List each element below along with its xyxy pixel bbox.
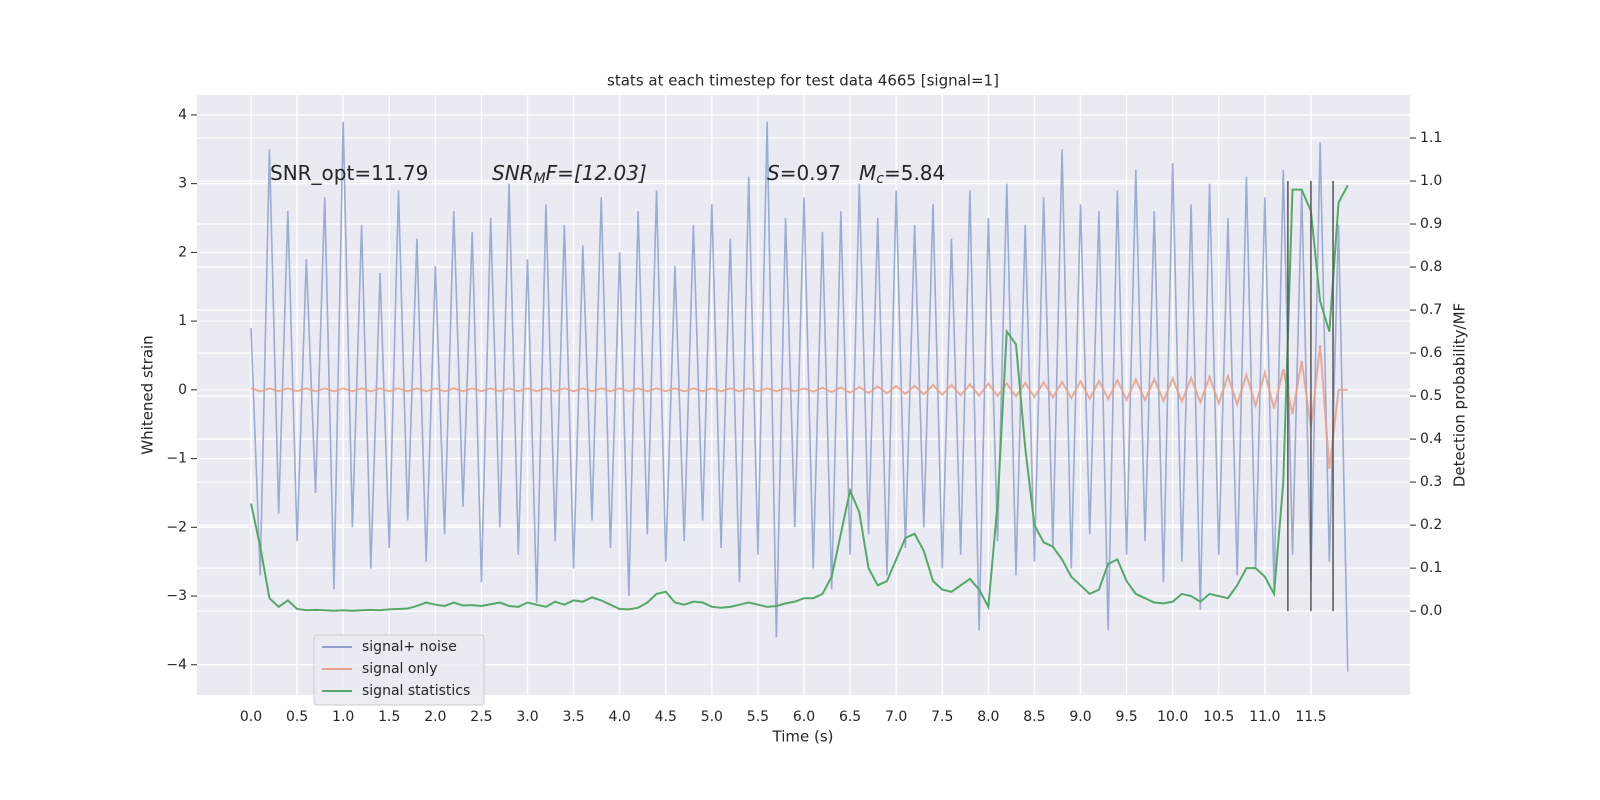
y2-tick-label: 0.1 [1420,560,1442,576]
annotation-part: M [534,171,546,187]
annotation: SNR_opt=11.79 [270,161,428,185]
x-tick-label: 9.0 [1069,709,1091,725]
annotation-part: c [876,171,884,187]
y2-tick-label: 1.0 [1420,173,1442,189]
x-tick-label: 0.0 [240,709,262,725]
y-tick-label: −2 [166,519,187,535]
y2-tick-label: 0.6 [1420,345,1442,361]
y-axis-label: Whitened strain [139,335,157,454]
legend-label: signal only [362,661,437,677]
x-tick-label: 8.5 [1023,709,1045,725]
annotation-part: S [767,161,780,185]
x-tick-label: 5.0 [701,709,723,725]
y-tick-label: −3 [166,588,187,604]
x-tick-label: 1.0 [332,709,354,725]
x-tick-label: 4.5 [655,709,677,725]
x-tick-label: 2.5 [470,709,492,725]
series-line [250,121,1349,672]
y2-tick-label: 0.5 [1420,388,1442,404]
x-tick-label: 8.0 [977,709,999,725]
x-tick-label: 11.0 [1249,709,1280,725]
x-tick-label: 4.0 [609,709,631,725]
y-tick-label: 3 [178,176,187,192]
annotation-part: =5.84 [884,161,945,185]
annotation-part: SNR_opt=11.79 [270,161,428,185]
x-tick-label: 6.5 [839,709,861,725]
y-tick-label: −4 [166,657,187,673]
x-tick-label: 7.0 [885,709,907,725]
y-tick-label: 0 [178,382,187,398]
x-tick-label: 11.5 [1295,709,1326,725]
x-tick-label: 3.0 [516,709,538,725]
x-tick-label: 10.0 [1157,709,1188,725]
y2-tick-label: 1.1 [1420,130,1442,146]
series-line [250,184,1349,612]
y2-axis-label: Detection probability/MF [1451,303,1469,487]
legend-label: signal+ noise [362,639,457,655]
y-tick-label: 4 [178,107,187,123]
annotation-part: SNR [492,161,534,185]
annotation: S=0.97 [767,161,841,185]
annotation: Mc=5.84 [859,161,945,188]
x-tick-label: 9.5 [1115,709,1137,725]
y2-tick-label: 0.4 [1420,431,1442,447]
annotation-part: F=[12.03] [546,161,647,185]
y2-tick-label: 0.9 [1420,216,1442,232]
x-tick-label: 5.5 [747,709,769,725]
x-tick-label: 7.5 [931,709,953,725]
x-tick-label: 3.5 [562,709,584,725]
y2-tick-label: 0.7 [1420,302,1442,318]
y-tick-label: 1 [178,313,187,329]
x-tick-label: 6.0 [793,709,815,725]
x-tick-label: 2.0 [424,709,446,725]
annotation-part: =0.97 [780,161,841,185]
x-tick-label: 0.5 [286,709,308,725]
x-tick-label: 1.5 [378,709,400,725]
series-line [250,345,1348,469]
chart-title: stats at each timestep for test data 466… [607,72,999,90]
annotation-part: M [859,161,876,185]
y2-tick-label: 0.0 [1420,603,1442,619]
legend-box [313,634,485,706]
y2-tick-label: 0.8 [1420,259,1442,275]
y-tick-label: −1 [166,451,187,467]
annotation: SNRMF=[12.03] [492,161,647,188]
x-axis-label: Time (s) [772,728,834,746]
y2-tick-label: 0.3 [1420,474,1442,490]
x-tick-label: 10.5 [1203,709,1234,725]
legend-label: signal statistics [362,683,470,699]
y2-tick-label: 0.2 [1420,517,1442,533]
y-tick-label: 2 [178,244,187,260]
